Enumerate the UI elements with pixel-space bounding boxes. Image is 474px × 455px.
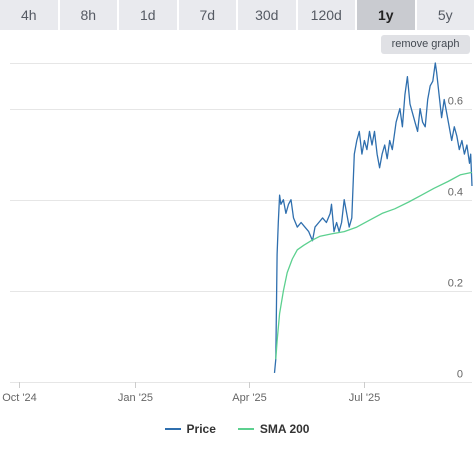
y-tick-label: 0.4 (448, 187, 463, 199)
legend-label-price: Price (186, 422, 216, 436)
y-tick-label: 0.6 (448, 96, 463, 108)
tab-8h[interactable]: 8h (59, 0, 119, 30)
sma-200-series-line (275, 171, 473, 360)
tab-4h[interactable]: 4h (0, 0, 60, 30)
y-tick-label: 0 (457, 369, 463, 381)
grid-lines (10, 63, 472, 383)
price-line-swatch (164, 428, 181, 430)
chart-legend: Price SMA 200 (0, 420, 474, 438)
x-tick-label: Jan '25 (118, 392, 153, 404)
x-tick-label: Apr '25 (232, 392, 267, 404)
x-axis-ticks: Oct '24 Jan '25 Apr '25 Jul '25 (2, 382, 380, 404)
tab-30d[interactable]: 30d (238, 0, 298, 30)
price-series-line (273, 62, 473, 373)
tab-1d[interactable]: 1d (119, 0, 179, 30)
series-lines (273, 62, 473, 373)
tab-120d[interactable]: 120d (297, 0, 357, 30)
tab-5y[interactable]: 5y (416, 0, 474, 30)
price-chart: 0 0.2 0.4 0.6 Oct '24 Jan '25 Apr '25 Jul '25 (2, 62, 473, 404)
y-tick-label: 0.2 (448, 278, 463, 290)
sma-line-swatch (237, 428, 254, 430)
x-tick-label: Oct '24 (2, 392, 37, 404)
legend-item-price[interactable]: Price (164, 422, 216, 436)
y-axis-ticks: 0 0.2 0.4 0.6 (448, 96, 463, 381)
tab-7d[interactable]: 7d (178, 0, 238, 30)
tab-1y[interactable]: 1y (357, 0, 417, 30)
timeframe-tabs: 4h 8h 1d 7d 30d 120d 1y 5y (0, 0, 474, 30)
remove-graph-button[interactable]: remove graph (381, 35, 470, 54)
legend-label-sma: SMA 200 (259, 422, 310, 436)
x-tick-label: Jul '25 (349, 392, 380, 404)
legend-item-sma[interactable]: SMA 200 (237, 422, 310, 436)
